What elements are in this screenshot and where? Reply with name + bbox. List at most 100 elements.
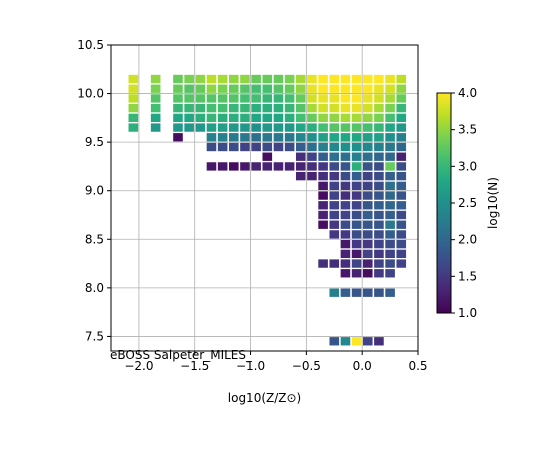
colorbar-tick-label: 4.0 <box>458 86 477 100</box>
heatmap-cell <box>173 133 183 142</box>
heatmap-cell <box>385 201 395 210</box>
heatmap-cell <box>340 171 351 181</box>
heatmap-cell <box>329 84 340 93</box>
heatmap-cell <box>206 113 217 123</box>
heatmap-cell <box>362 133 373 142</box>
y-tick-label: 9.5 <box>85 135 104 149</box>
heatmap-cell <box>340 337 351 346</box>
heatmap-cell <box>329 113 340 123</box>
heatmap-cell <box>228 74 239 84</box>
heatmap-cell <box>318 191 328 200</box>
heatmap-cell <box>240 103 250 113</box>
heatmap-cell <box>362 171 373 181</box>
x-tick-label: 0.0 <box>353 359 372 373</box>
heatmap-cell <box>307 84 317 93</box>
heatmap-cell <box>351 162 362 171</box>
heatmap-cell <box>396 201 407 210</box>
heatmap-cell <box>128 113 139 123</box>
heatmap-cell <box>195 123 206 132</box>
colorbar-label: log10(N) <box>486 177 500 229</box>
heatmap-cell <box>195 103 206 113</box>
heatmap-cell <box>228 162 239 171</box>
heatmap-cell <box>228 142 239 152</box>
heatmap-cell <box>273 74 284 84</box>
heatmap-cell <box>362 239 373 249</box>
heatmap-cell <box>374 142 384 152</box>
x-tick-label: −1.5 <box>180 359 209 373</box>
heatmap-cell <box>217 103 228 113</box>
heatmap-cell <box>284 123 295 132</box>
heatmap-cell <box>329 133 340 142</box>
heatmap-cell <box>273 113 284 123</box>
heatmap-cell <box>318 103 328 113</box>
heatmap-cell <box>396 191 407 200</box>
heatmap-cell <box>362 191 373 200</box>
heatmap-cell <box>340 230 351 239</box>
heatmap-cell <box>318 181 328 191</box>
heatmap-cell <box>329 210 340 220</box>
heatmap-cell <box>318 123 328 132</box>
colorbar-tick-label: 1.5 <box>458 269 477 283</box>
heatmap-cell <box>217 162 228 171</box>
heatmap-cell <box>329 191 340 200</box>
heatmap-cell <box>251 94 261 103</box>
annotation-label: eBOSS Salpeter_MILES_ <box>110 348 253 362</box>
heatmap-cell <box>374 133 384 142</box>
heatmap-cell <box>362 152 373 161</box>
heatmap-cell <box>374 123 384 132</box>
heatmap-cell <box>307 152 317 161</box>
heatmap-cell <box>362 103 373 113</box>
heatmap-cell <box>396 123 407 132</box>
heatmap-cell <box>128 84 139 93</box>
heatmap-cell <box>217 113 228 123</box>
heatmap-cell <box>217 133 228 142</box>
heatmap-cell <box>362 269 373 278</box>
heatmap-cell <box>374 94 384 103</box>
heatmap-cell <box>351 133 362 142</box>
heatmap-cell <box>284 142 295 152</box>
heatmap-cell <box>351 249 362 259</box>
heatmap-cell <box>374 220 384 229</box>
heatmap-cell <box>396 181 407 191</box>
heatmap-cell <box>329 230 340 239</box>
colorbar-tick-label: 3.5 <box>458 123 477 137</box>
x-axis-ticks: −2.0 −1.5 −1.0 −0.5 0.0 0.5 <box>124 351 428 373</box>
heatmap-cell <box>240 94 250 103</box>
heatmap-cell <box>385 269 395 278</box>
heatmap-cell <box>318 84 328 93</box>
heatmap-cell <box>385 230 395 239</box>
heatmap-cell <box>396 152 407 161</box>
heatmap-cell <box>307 103 317 113</box>
heatmap-cell <box>150 113 161 123</box>
heatmap-cell <box>374 210 384 220</box>
y-tick-label: 10.5 <box>77 38 104 52</box>
heatmap-cell <box>128 74 139 84</box>
heatmap-cell <box>251 74 261 84</box>
heatmap-cell <box>184 94 194 103</box>
heatmap-cell <box>262 142 273 152</box>
heatmap-cell <box>340 259 351 268</box>
heatmap-cell <box>351 123 362 132</box>
heatmap-cell <box>396 230 407 239</box>
heatmap-cell <box>318 162 328 171</box>
axes-frame <box>110 44 419 352</box>
heatmap-cell <box>385 133 395 142</box>
heatmap-cell <box>340 74 351 84</box>
heatmap-cell <box>195 94 206 103</box>
heatmap-cell <box>385 288 395 297</box>
heatmap-cell <box>295 142 306 152</box>
heatmap-cell <box>362 259 373 268</box>
heatmap-cell <box>385 239 395 249</box>
heatmap-cell <box>240 162 250 171</box>
heatmap-cell <box>307 123 317 132</box>
heatmap-cell <box>251 84 261 93</box>
heatmap-cell <box>251 133 261 142</box>
heatmap-cell <box>351 152 362 161</box>
heatmap-cell <box>385 162 395 171</box>
heatmap-cell <box>307 142 317 152</box>
heatmap-cell <box>150 123 161 132</box>
heatmap-cell <box>374 84 384 93</box>
heatmap-cell <box>396 113 407 123</box>
heatmap-cell <box>385 74 395 84</box>
